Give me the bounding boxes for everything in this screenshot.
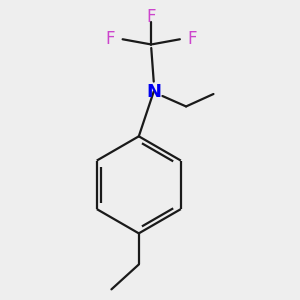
Text: F: F (146, 8, 156, 26)
Text: N: N (146, 82, 161, 100)
Text: F: F (105, 30, 115, 48)
Text: F: F (188, 30, 197, 48)
